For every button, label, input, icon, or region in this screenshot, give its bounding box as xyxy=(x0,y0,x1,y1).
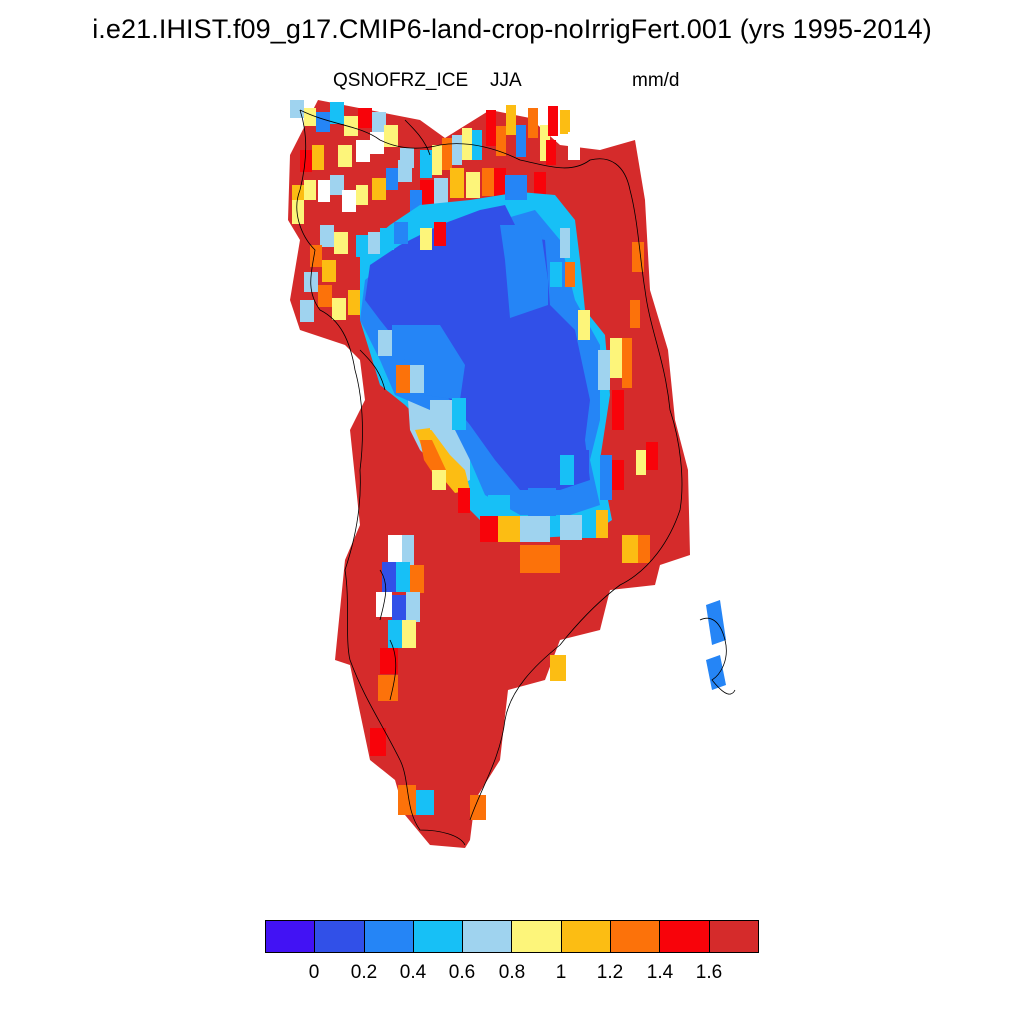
interior-field xyxy=(348,175,658,573)
coastline xyxy=(296,109,736,846)
colorbar-tick-label: 1.2 xyxy=(596,962,624,983)
colorbar-swatch xyxy=(462,920,513,953)
n-coastal-cells xyxy=(410,105,580,220)
colorbar-swatch xyxy=(610,920,661,953)
colorbar-swatch xyxy=(363,920,414,953)
colorbar-tick-label: 0.8 xyxy=(498,962,526,983)
colorbar-tick-label: 0.2 xyxy=(350,962,378,983)
east-island-cells xyxy=(706,600,726,690)
variable-label: QSNOFRZ_ICE xyxy=(333,70,469,91)
colorbar-swatch xyxy=(265,920,316,953)
colorbar-swatch xyxy=(511,920,562,953)
colorbar-tick-label: 0.6 xyxy=(448,962,476,983)
nw-coastal-cells xyxy=(290,100,414,322)
colorbar-tick-label: 0.4 xyxy=(399,962,427,983)
colorbar-tick-label: 1.4 xyxy=(646,962,674,983)
colorbar xyxy=(265,920,759,953)
colorbar-swatch xyxy=(659,920,710,953)
colorbar-tick-label: 1 xyxy=(555,962,567,983)
colorbar-swatch xyxy=(314,920,365,953)
plot-title: i.e21.IHIST.f09_g17.CMIP6-land-crop-noIr… xyxy=(92,14,932,44)
colorbar-swatch xyxy=(412,920,464,953)
colorbar-tick-label: 1.6 xyxy=(695,962,723,983)
colorbar-swatch xyxy=(560,920,612,953)
colorbar-swatch xyxy=(708,920,759,953)
colorbar-tick-labels: 0 0.2 0.4 0.6 0.8 1 1.2 1.4 1.6 xyxy=(0,962,1024,986)
units-label: mm/d xyxy=(632,70,680,91)
sw-coastal-cells xyxy=(370,535,566,820)
colorbar-tick-label: 0 xyxy=(308,962,320,983)
season-label: JJA xyxy=(490,70,522,91)
